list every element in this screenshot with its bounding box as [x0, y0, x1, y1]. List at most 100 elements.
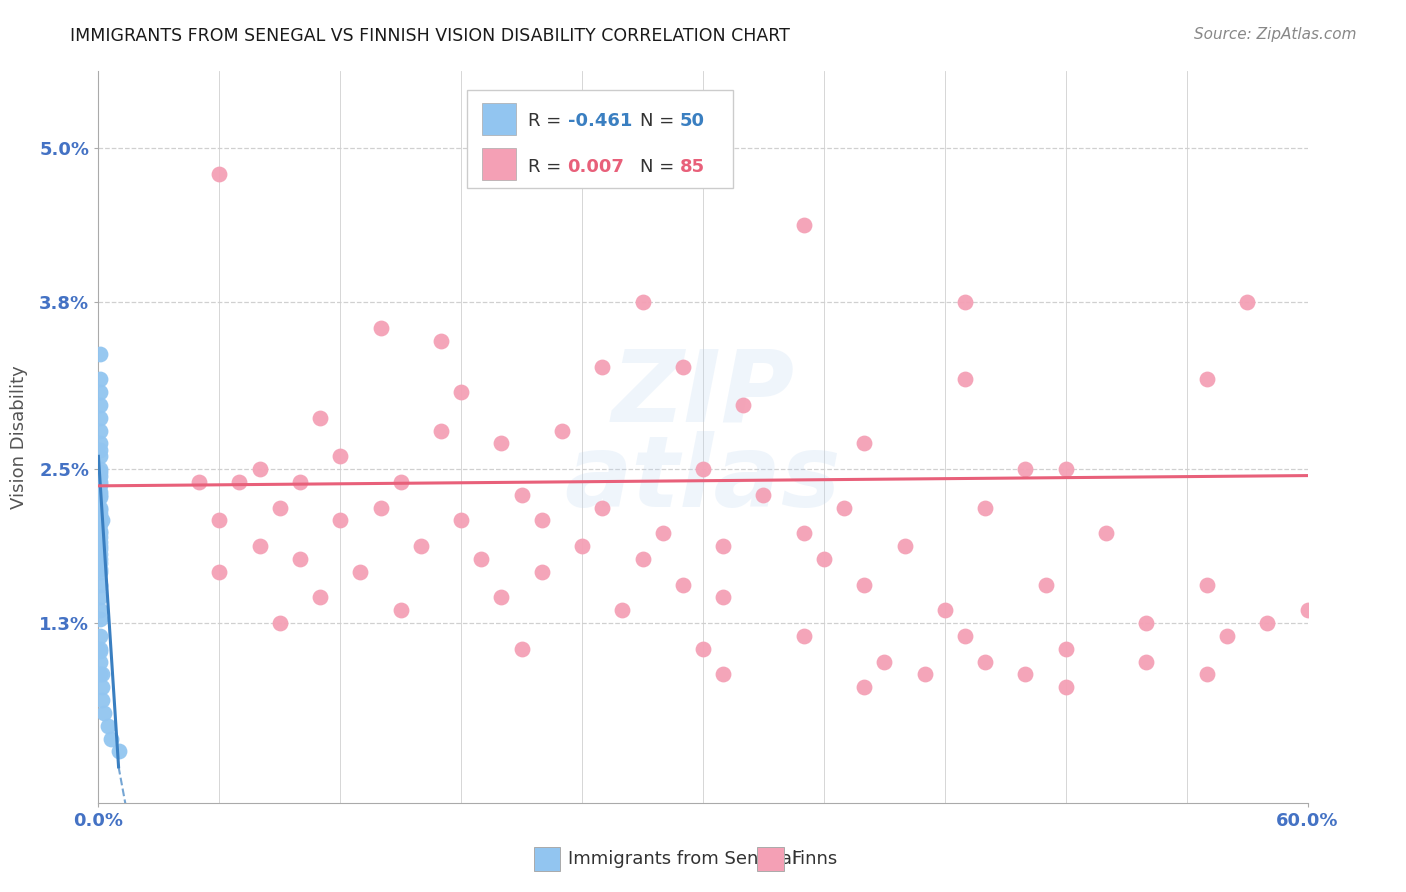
Point [89, 500, 111, 515]
Text: IMMIGRANTS FROM SENEGAL VS FINNISH VISION DISABILITY CORRELATION CHART: IMMIGRANTS FROM SENEGAL VS FINNISH VISIO… [70, 27, 790, 45]
Point [793, 629, 815, 643]
Text: ZIP
atlas: ZIP atlas [565, 346, 841, 528]
Point [672, 577, 695, 591]
Point [1195, 667, 1218, 681]
Point [91, 514, 114, 528]
Point [89, 462, 111, 476]
Text: R =: R = [527, 112, 567, 129]
Point [733, 398, 755, 412]
Point [89, 556, 111, 570]
Text: Source: ZipAtlas.com: Source: ZipAtlas.com [1194, 27, 1357, 42]
Point [100, 731, 122, 746]
Point [107, 744, 129, 758]
Point [1054, 462, 1077, 476]
Point [491, 436, 513, 450]
Point [953, 295, 976, 310]
Point [89, 475, 111, 489]
Text: N =: N = [640, 112, 681, 129]
FancyBboxPatch shape [467, 90, 734, 188]
Point [249, 462, 271, 476]
Point [208, 514, 231, 528]
Point [89, 468, 111, 483]
Point [430, 424, 453, 438]
Point [711, 591, 734, 605]
Point [1054, 641, 1077, 656]
Text: Immigrants from Senegal: Immigrants from Senegal [568, 850, 797, 868]
Point [89, 372, 111, 386]
Point [228, 475, 250, 489]
Point [953, 629, 976, 643]
Point [329, 450, 352, 464]
Text: 85: 85 [681, 158, 706, 176]
Point [89, 641, 111, 656]
FancyBboxPatch shape [482, 148, 516, 180]
Point [491, 591, 513, 605]
Point [853, 681, 876, 695]
Point [93, 706, 115, 720]
Point [208, 565, 231, 579]
Point [89, 346, 111, 360]
Text: 0.007: 0.007 [568, 158, 624, 176]
Point [309, 410, 332, 425]
Point [97, 719, 120, 733]
Point [389, 603, 412, 617]
Point [752, 488, 775, 502]
Point [89, 485, 111, 500]
Point [1195, 577, 1218, 591]
Point [89, 565, 111, 579]
Point [89, 530, 111, 544]
Point [1256, 616, 1278, 631]
Point [89, 442, 111, 457]
Point [470, 552, 492, 566]
Point [89, 491, 111, 505]
Point [409, 539, 432, 553]
Point [953, 372, 976, 386]
Point [89, 514, 111, 528]
Text: R =: R = [527, 158, 567, 176]
Point [370, 321, 392, 335]
Point [91, 667, 114, 681]
Point [89, 398, 111, 412]
Point [89, 488, 111, 502]
Text: N =: N = [640, 158, 681, 176]
Point [309, 591, 332, 605]
Point [389, 475, 412, 489]
Point [1014, 667, 1036, 681]
Point [1216, 629, 1239, 643]
Point [1135, 616, 1157, 631]
Text: -0.461: -0.461 [568, 112, 631, 129]
Point [631, 552, 654, 566]
Point [934, 603, 956, 617]
Y-axis label: Vision Disability: Vision Disability [10, 365, 28, 509]
Point [631, 295, 654, 310]
Point [914, 667, 936, 681]
Point [430, 334, 453, 348]
Point [89, 629, 111, 643]
Point [89, 552, 111, 566]
Point [89, 524, 111, 538]
Point [711, 539, 734, 553]
Point [651, 526, 673, 541]
Point [974, 655, 997, 669]
Point [89, 541, 111, 556]
Point [711, 667, 734, 681]
FancyBboxPatch shape [482, 103, 516, 135]
Point [89, 410, 111, 425]
Point [269, 500, 291, 515]
Point [89, 436, 111, 450]
Point [89, 655, 111, 669]
Point [89, 507, 111, 521]
Point [793, 219, 815, 233]
FancyBboxPatch shape [758, 847, 785, 871]
Point [188, 475, 211, 489]
Point [89, 612, 111, 626]
Point [89, 385, 111, 400]
Point [89, 644, 111, 658]
Point [692, 641, 714, 656]
Text: Finns: Finns [792, 850, 838, 868]
Point [89, 603, 111, 617]
Point [1296, 603, 1319, 617]
Point [672, 359, 695, 374]
Point [510, 488, 533, 502]
Point [91, 681, 114, 695]
